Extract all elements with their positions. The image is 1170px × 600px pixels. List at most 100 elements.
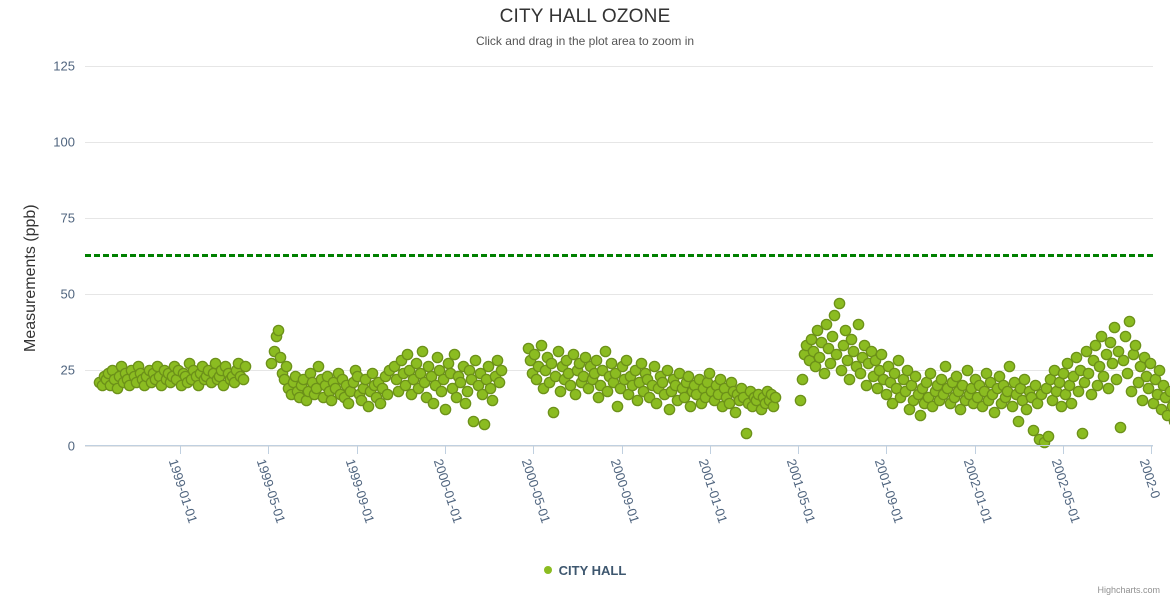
scatter-point[interactable] [187, 374, 197, 384]
scatter-point[interactable] [230, 377, 240, 387]
scatter-point[interactable] [1095, 362, 1105, 372]
scatter-point[interactable] [129, 371, 139, 381]
scatter-point[interactable] [322, 371, 332, 381]
scatter-point[interactable] [392, 374, 402, 384]
scatter-point[interactable] [195, 368, 205, 378]
scatter-point[interactable] [730, 408, 740, 418]
scatter-point[interactable] [530, 350, 540, 360]
scatter-point[interactable] [902, 365, 912, 375]
scatter-point[interactable] [941, 362, 951, 372]
scatter-point[interactable] [996, 398, 1006, 408]
scatter-point[interactable] [405, 365, 415, 375]
scatter-point[interactable] [937, 374, 947, 384]
scatter-point[interactable] [350, 365, 360, 375]
scatter-point[interactable] [1045, 374, 1055, 384]
scatter-point[interactable] [621, 356, 631, 366]
scatter-point[interactable] [1024, 386, 1034, 396]
scatter-point[interactable] [398, 368, 408, 378]
scatter-point[interactable] [376, 398, 386, 408]
scatter-point[interactable] [890, 368, 900, 378]
scatter-point[interactable] [834, 298, 844, 308]
scatter-point[interactable] [894, 356, 904, 366]
scatter-point[interactable] [973, 392, 983, 402]
scatter-point[interactable] [709, 395, 719, 405]
scatter-point[interactable] [825, 359, 835, 369]
scatter-point[interactable] [813, 325, 823, 335]
plot-area[interactable] [85, 66, 1170, 448]
scatter-point[interactable] [240, 362, 250, 372]
scatter-point[interactable] [907, 380, 917, 390]
scatter-point[interactable] [870, 356, 880, 366]
scatter-point[interactable] [208, 368, 218, 378]
scatter-point[interactable] [649, 362, 659, 372]
scatter-point[interactable] [726, 377, 736, 387]
scatter-point[interactable] [378, 383, 388, 393]
scatter-point[interactable] [121, 368, 131, 378]
scatter-point[interactable] [238, 374, 248, 384]
scatter-point[interactable] [885, 377, 895, 387]
scatter-point[interactable] [1129, 350, 1139, 360]
scatter-point[interactable] [435, 365, 445, 375]
scatter-point[interactable] [1107, 359, 1117, 369]
scatter-point[interactable] [1037, 389, 1047, 399]
scatter-point[interactable] [176, 380, 186, 390]
scatter-point[interactable] [471, 356, 481, 366]
scatter-point[interactable] [998, 380, 1008, 390]
scatter-point[interactable] [299, 374, 309, 384]
scatter-point[interactable] [977, 401, 987, 411]
scatter-point[interactable] [1159, 380, 1169, 390]
scatter-point[interactable] [639, 386, 649, 396]
scatter-point[interactable] [348, 377, 358, 387]
scatter-point[interactable] [286, 389, 296, 399]
scatter-point[interactable] [686, 401, 696, 411]
scatter-point[interactable] [312, 383, 322, 393]
scatter-point[interactable] [1122, 368, 1132, 378]
scatter-point[interactable] [153, 362, 163, 372]
scatter-point[interactable] [1028, 426, 1038, 436]
scatter-point[interactable] [1039, 438, 1049, 448]
scatter-point[interactable] [1135, 362, 1145, 372]
scatter-point[interactable] [280, 374, 290, 384]
scatter-point[interactable] [136, 368, 146, 378]
scatter-point[interactable] [823, 344, 833, 354]
scatter-point[interactable] [297, 380, 307, 390]
scatter-point[interactable] [981, 368, 991, 378]
scatter-point[interactable] [924, 392, 934, 402]
scatter-point[interactable] [189, 365, 199, 375]
scatter-point[interactable] [664, 405, 674, 415]
scatter-point[interactable] [314, 362, 324, 372]
scatter-point[interactable] [420, 377, 430, 387]
scatter-point[interactable] [875, 365, 885, 375]
scatter-point[interactable] [724, 398, 734, 408]
scatter-point[interactable] [594, 392, 604, 402]
scatter-point[interactable] [400, 380, 410, 390]
scatter-point[interactable] [428, 398, 438, 408]
scatter-point[interactable] [127, 365, 137, 375]
scatter-point[interactable] [617, 362, 627, 372]
scatter-point[interactable] [460, 398, 470, 408]
scatter-point[interactable] [439, 374, 449, 384]
scatter-point[interactable] [860, 341, 870, 351]
scatter-point[interactable] [1069, 371, 1079, 381]
scatter-point[interactable] [525, 356, 535, 366]
scatter-point[interactable] [581, 353, 591, 363]
scatter-point[interactable] [643, 374, 653, 384]
scatter-point[interactable] [384, 365, 394, 375]
scatter-point[interactable] [492, 356, 502, 366]
scatter-point[interactable] [1058, 368, 1068, 378]
scatter-point[interactable] [703, 377, 713, 387]
scatter-point[interactable] [945, 398, 955, 408]
scatter-point[interactable] [679, 392, 689, 402]
scatter-point[interactable] [447, 383, 457, 393]
scatter-point[interactable] [142, 371, 152, 381]
scatter-point[interactable] [806, 335, 816, 345]
scatter-point[interactable] [922, 377, 932, 387]
scatter-point[interactable] [1065, 380, 1075, 390]
scatter-point[interactable] [690, 380, 700, 390]
scatter-point[interactable] [798, 374, 808, 384]
scatter-point[interactable] [1005, 362, 1015, 372]
scatter-point[interactable] [583, 383, 593, 393]
scatter-point[interactable] [372, 392, 382, 402]
scatter-point[interactable] [604, 371, 614, 381]
scatter-point[interactable] [441, 405, 451, 415]
